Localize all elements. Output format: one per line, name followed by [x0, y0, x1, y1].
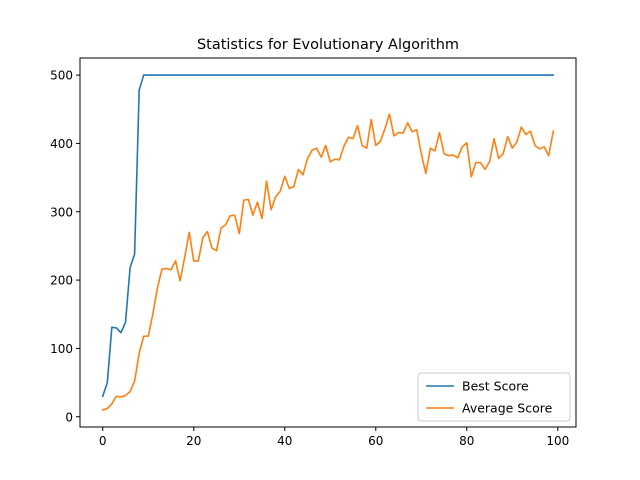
x-tick-label: 0	[99, 434, 107, 448]
chart-title: Statistics for Evolutionary Algorithm	[197, 37, 459, 53]
legend-label: Best Score	[462, 379, 529, 394]
y-tick-label: 0	[65, 410, 73, 424]
y-tick-label: 500	[50, 69, 73, 83]
y-tick-label: 400	[50, 137, 73, 151]
series-layer	[101, 74, 555, 411]
x-tick-label: 40	[277, 434, 292, 448]
legend-box	[417, 372, 571, 422]
x-tick-label: 100	[546, 434, 569, 448]
x-tick-label: 20	[186, 434, 201, 448]
series-line-average-score	[101, 113, 555, 411]
plot-area	[79, 57, 577, 428]
series-line-best-score	[101, 74, 555, 398]
legend-label: Average Score	[462, 401, 553, 416]
legend: Best Score Average Score	[417, 372, 571, 422]
y-tick-label: 100	[50, 342, 73, 356]
y-axis: 0 100 200 300 400 500	[50, 69, 80, 424]
x-tick-label: 80	[459, 434, 474, 448]
plot-frame	[79, 57, 577, 428]
x-axis: 0 20 40 60 80 100	[99, 427, 569, 448]
x-tick-label: 60	[368, 434, 383, 448]
y-tick-label: 200	[50, 274, 73, 288]
y-tick-label: 300	[50, 205, 73, 219]
